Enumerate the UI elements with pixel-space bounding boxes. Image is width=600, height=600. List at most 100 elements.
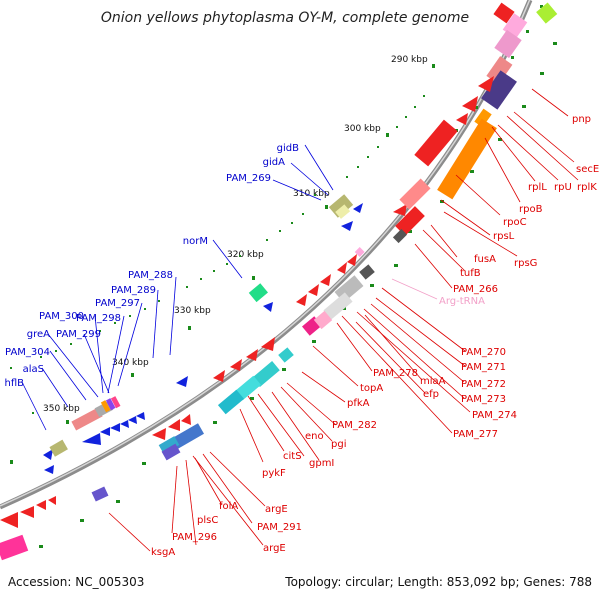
gene-label: PAM_288 (128, 270, 173, 281)
gene-label: PAM_296 (172, 532, 217, 543)
gene-arrow (100, 427, 110, 436)
gene-block (158, 436, 180, 454)
gene-block (395, 206, 425, 236)
gene-label: pfkA (347, 398, 370, 409)
gene-label: alaS (23, 364, 44, 375)
gene-label: PAM_291 (257, 522, 302, 533)
gene-label: PAM_273 (461, 394, 506, 405)
gene-block (493, 2, 515, 24)
trna-callout-line (391, 278, 438, 300)
gene-block (536, 2, 558, 24)
gene-label: gpmI (309, 458, 334, 469)
genome-summary: Topology: circular; Length: 853,092 bp; … (284, 575, 592, 589)
gene-block (359, 264, 375, 280)
gene-block (278, 347, 294, 363)
outer-tick-marks (10, 5, 543, 464)
gene-block (110, 396, 121, 409)
forward-callout-lines (21, 144, 334, 431)
map-title: Onion yellows phytoplasma OY-M, complete… (101, 10, 469, 26)
accession-label: Accession: NC_005303 (8, 575, 144, 589)
gene-label: miaA (420, 376, 446, 387)
gene-block (399, 178, 431, 210)
gene-label: PAM_297 (95, 298, 140, 309)
gene-arrow (246, 349, 258, 361)
gene-label: PAM_282 (332, 420, 377, 431)
gene-label: pykF (262, 468, 286, 479)
gene-arrow (263, 302, 273, 312)
gene-arrow (296, 294, 307, 306)
gene-label: rplL (528, 182, 547, 193)
genome-backbone-highlight (0, 0, 531, 507)
gene-arrow (353, 203, 363, 213)
gene-arrow (43, 449, 53, 460)
gene-arrow (120, 420, 129, 428)
gene-label: rpU (554, 182, 572, 193)
gene-block (71, 407, 103, 431)
gene-block (335, 204, 351, 219)
kbp-tick-300: 300 kbp (344, 124, 381, 134)
kbp-tick-310: 310 kbp (293, 189, 330, 199)
trna-label: Arg-tRNA (439, 296, 485, 307)
gene-arrow (128, 416, 137, 424)
gene-label: rpsL (493, 231, 515, 242)
gene-label: PAM_269 (226, 173, 271, 184)
gene-arrow (36, 500, 46, 510)
kbp-tick-320: 320 kbp (227, 250, 264, 260)
gene-label: PAM_300 (39, 311, 84, 322)
gene-label: PAM_272 (461, 379, 506, 390)
gene-label: gidA (263, 157, 285, 168)
gene-label: gidB (277, 143, 299, 154)
gene-label: rpsG (514, 258, 537, 269)
gene-label: greA (27, 329, 50, 340)
forward-gene-labels: gidB gidA PAM_269 norM PAM_288 PAM_289 P… (5, 143, 300, 389)
gene-arrow (320, 274, 331, 286)
gene-label: PAM_298 (76, 313, 121, 324)
reverse-strand-features (0, 2, 528, 561)
gene-arrow (181, 414, 191, 425)
kbp-tick-290: 290 kbp (391, 55, 428, 65)
gene-block (354, 247, 365, 257)
gene-label: argE (265, 504, 288, 515)
gene-block (481, 70, 517, 110)
gene-label: pgi (331, 439, 346, 450)
gene-arrow (20, 506, 34, 518)
gene-block (494, 29, 522, 59)
gene-label: PAM_304 (5, 347, 50, 358)
gene-arrow (48, 496, 56, 505)
gene-label: pnp (572, 114, 591, 125)
gene-label: argE (263, 543, 286, 554)
gene-arrow (462, 96, 478, 112)
gene-label: hflB (5, 378, 25, 389)
gene-label: tufB (460, 268, 481, 279)
gene-label: PAM_270 (461, 347, 506, 358)
forward-strand-features (43, 2, 558, 502)
gene-label: PAM_266 (453, 284, 498, 295)
gene-arrow (456, 113, 468, 125)
reverse-callout-lines (108, 88, 579, 552)
gene-label: rpoC (503, 217, 527, 228)
gene-block (91, 486, 109, 502)
kbp-tick-350: 350 kbp (43, 404, 80, 414)
gene-label: PAM_299 (56, 329, 101, 340)
gene-label: plsC (197, 515, 218, 526)
gene-label: folA (219, 501, 238, 512)
kbp-tick-labels: 290 kbp 300 kbp 310 kbp 320 kbp 330 kbp … (43, 55, 428, 414)
gene-label: PAM_274 (472, 410, 517, 421)
gene-block (217, 389, 245, 415)
gene-arrow (478, 76, 494, 92)
gene-label: ksgA (151, 547, 175, 558)
gene-label: norM (183, 236, 208, 247)
gene-block (0, 534, 29, 561)
gene-block (172, 423, 204, 449)
gene-label: secE (576, 164, 599, 175)
gene-label: PAM_278 (373, 368, 418, 379)
gene-arrow (393, 204, 407, 216)
gene-block (328, 194, 354, 218)
gene-block (248, 283, 268, 303)
gene-block (474, 108, 492, 128)
gene-label: PAM_277 (453, 429, 498, 440)
gene-block (437, 118, 497, 200)
gene-arrow (82, 433, 101, 445)
gene-label: efp (423, 389, 439, 400)
